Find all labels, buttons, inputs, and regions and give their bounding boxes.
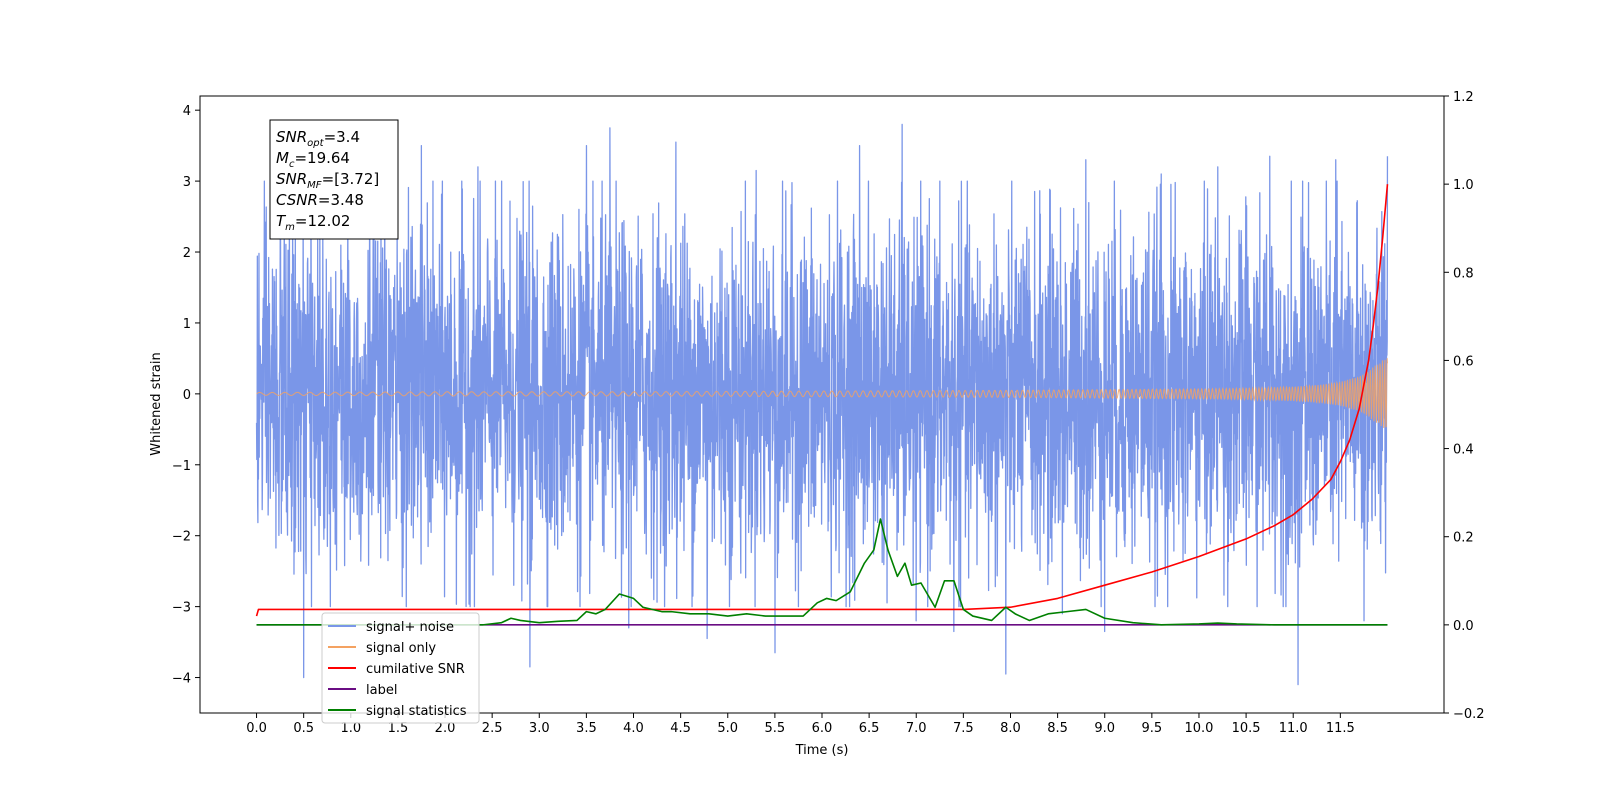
series-line-signal-statistics [256,518,1388,626]
annotation-line: SNRopt=3.4 [276,128,360,149]
x-tick-label: 9.5 [1142,721,1163,736]
x-tick-label: 6.0 [812,721,833,736]
annotation-value: =19.64 [294,149,350,167]
x-tick-label: 0.5 [293,721,314,736]
y2-tick-label: 0.6 [1453,354,1474,369]
x-tick-label: 2.0 [435,721,456,736]
annotation-line: Tm=12.02 [276,212,350,233]
x-tick-label: 0.0 [246,721,267,736]
x-tick-label: 5.0 [717,721,738,736]
y-tick-label: −4 [172,672,191,687]
y-tick-label: 4 [183,104,191,119]
y2-tick-label: 1.2 [1453,90,1474,105]
legend-entry: signal+ noise [366,620,454,635]
series-line-signal-only [256,358,1388,429]
annotation-subscript: m [285,222,295,233]
annotation-line: CSNR=3.48 [276,191,364,209]
x-tick-label: 8.0 [1000,721,1021,736]
annotation-symbol: T [276,212,287,230]
y2-tick-label: 0.2 [1453,531,1474,546]
y2-tick-label: 1.0 [1453,178,1474,193]
annotation-value: =3.48 [318,191,364,209]
annotation-line: Mc=19.64 [276,149,350,170]
x-tick-label: 1.5 [388,721,409,736]
x-tick-label: 6.5 [859,721,880,736]
x-tick-label: 4.5 [670,721,691,736]
series-layer [255,123,1389,686]
y2-tick-label: −0.2 [1453,707,1485,722]
annotation-frame [269,119,399,240]
x-tick-label: 8.5 [1047,721,1068,736]
legend: signal+ noise signal only cumilative SNR la… [321,612,480,724]
x-tick-label: 2.5 [482,721,503,736]
y-tick-label: 2 [183,246,191,261]
legend-entry: label [366,683,397,698]
annotation-symbol: SNR [276,128,307,146]
series-line-cumilative-snr [255,184,1389,617]
x-tick-label: 11.5 [1326,721,1355,736]
y-tick-label: 0 [183,388,191,403]
annotation-line: SNRMF=[3.72] [276,170,379,191]
annotation-subscript: opt [307,138,324,149]
y2-tick-label: 0.4 [1453,443,1474,458]
x-tick-label: 7.5 [953,721,974,736]
y-tick-label: −2 [172,530,191,545]
axes-layer: 0.0 0.5 1.0 1.5 2.0 2.5 3.0 3.5 4.0 4.5 5.0 5.5 6.0 6… [172,90,1485,736]
x-tick-label: 3.0 [529,721,550,736]
x-tick-label: 10.5 [1232,721,1261,736]
annotation-subscript: c [289,159,295,170]
y2-tick-label: 0.8 [1453,266,1474,281]
annotation-symbol: SNR [276,170,307,188]
legend-entry: signal statistics [366,704,467,719]
legend-entry: cumilative SNR [366,662,465,677]
x-tick-label: 3.5 [576,721,597,736]
x-axis-label: Time (s) [795,743,849,758]
series-line-signal-noise [255,123,1389,686]
y-tick-label: −3 [172,601,191,616]
y2-tick-label: 0.0 [1453,619,1474,634]
annotation-symbol: CSNR [276,191,318,209]
annotation-value: =12.02 [295,212,351,230]
annotation-symbol: M [276,149,289,167]
legend-entry: signal only [366,641,436,656]
x-tick-label: 1.0 [340,721,361,736]
legend-frame [321,612,480,724]
annotation-subscript: MF [307,180,322,191]
y-axis-label: Whitened strain [149,352,164,455]
y-tick-label: 3 [183,175,191,190]
x-tick-label: 10.0 [1184,721,1213,736]
y-tick-label: −1 [172,459,191,474]
x-tick-label: 4.0 [623,721,644,736]
x-tick-label: 7.0 [906,721,927,736]
y-tick-label: 1 [183,317,191,332]
x-tick-label: 5.5 [765,721,786,736]
x-tick-label: 11.0 [1279,721,1308,736]
annotation-box: SNRopt=3.4Mc=19.64SNRMF=[3.72]CSNR=3.48T… [269,119,399,240]
annotation-value: =[3.72] [322,170,380,188]
annotation-value: =3.4 [324,128,360,146]
x-tick-label: 9.0 [1094,721,1115,736]
